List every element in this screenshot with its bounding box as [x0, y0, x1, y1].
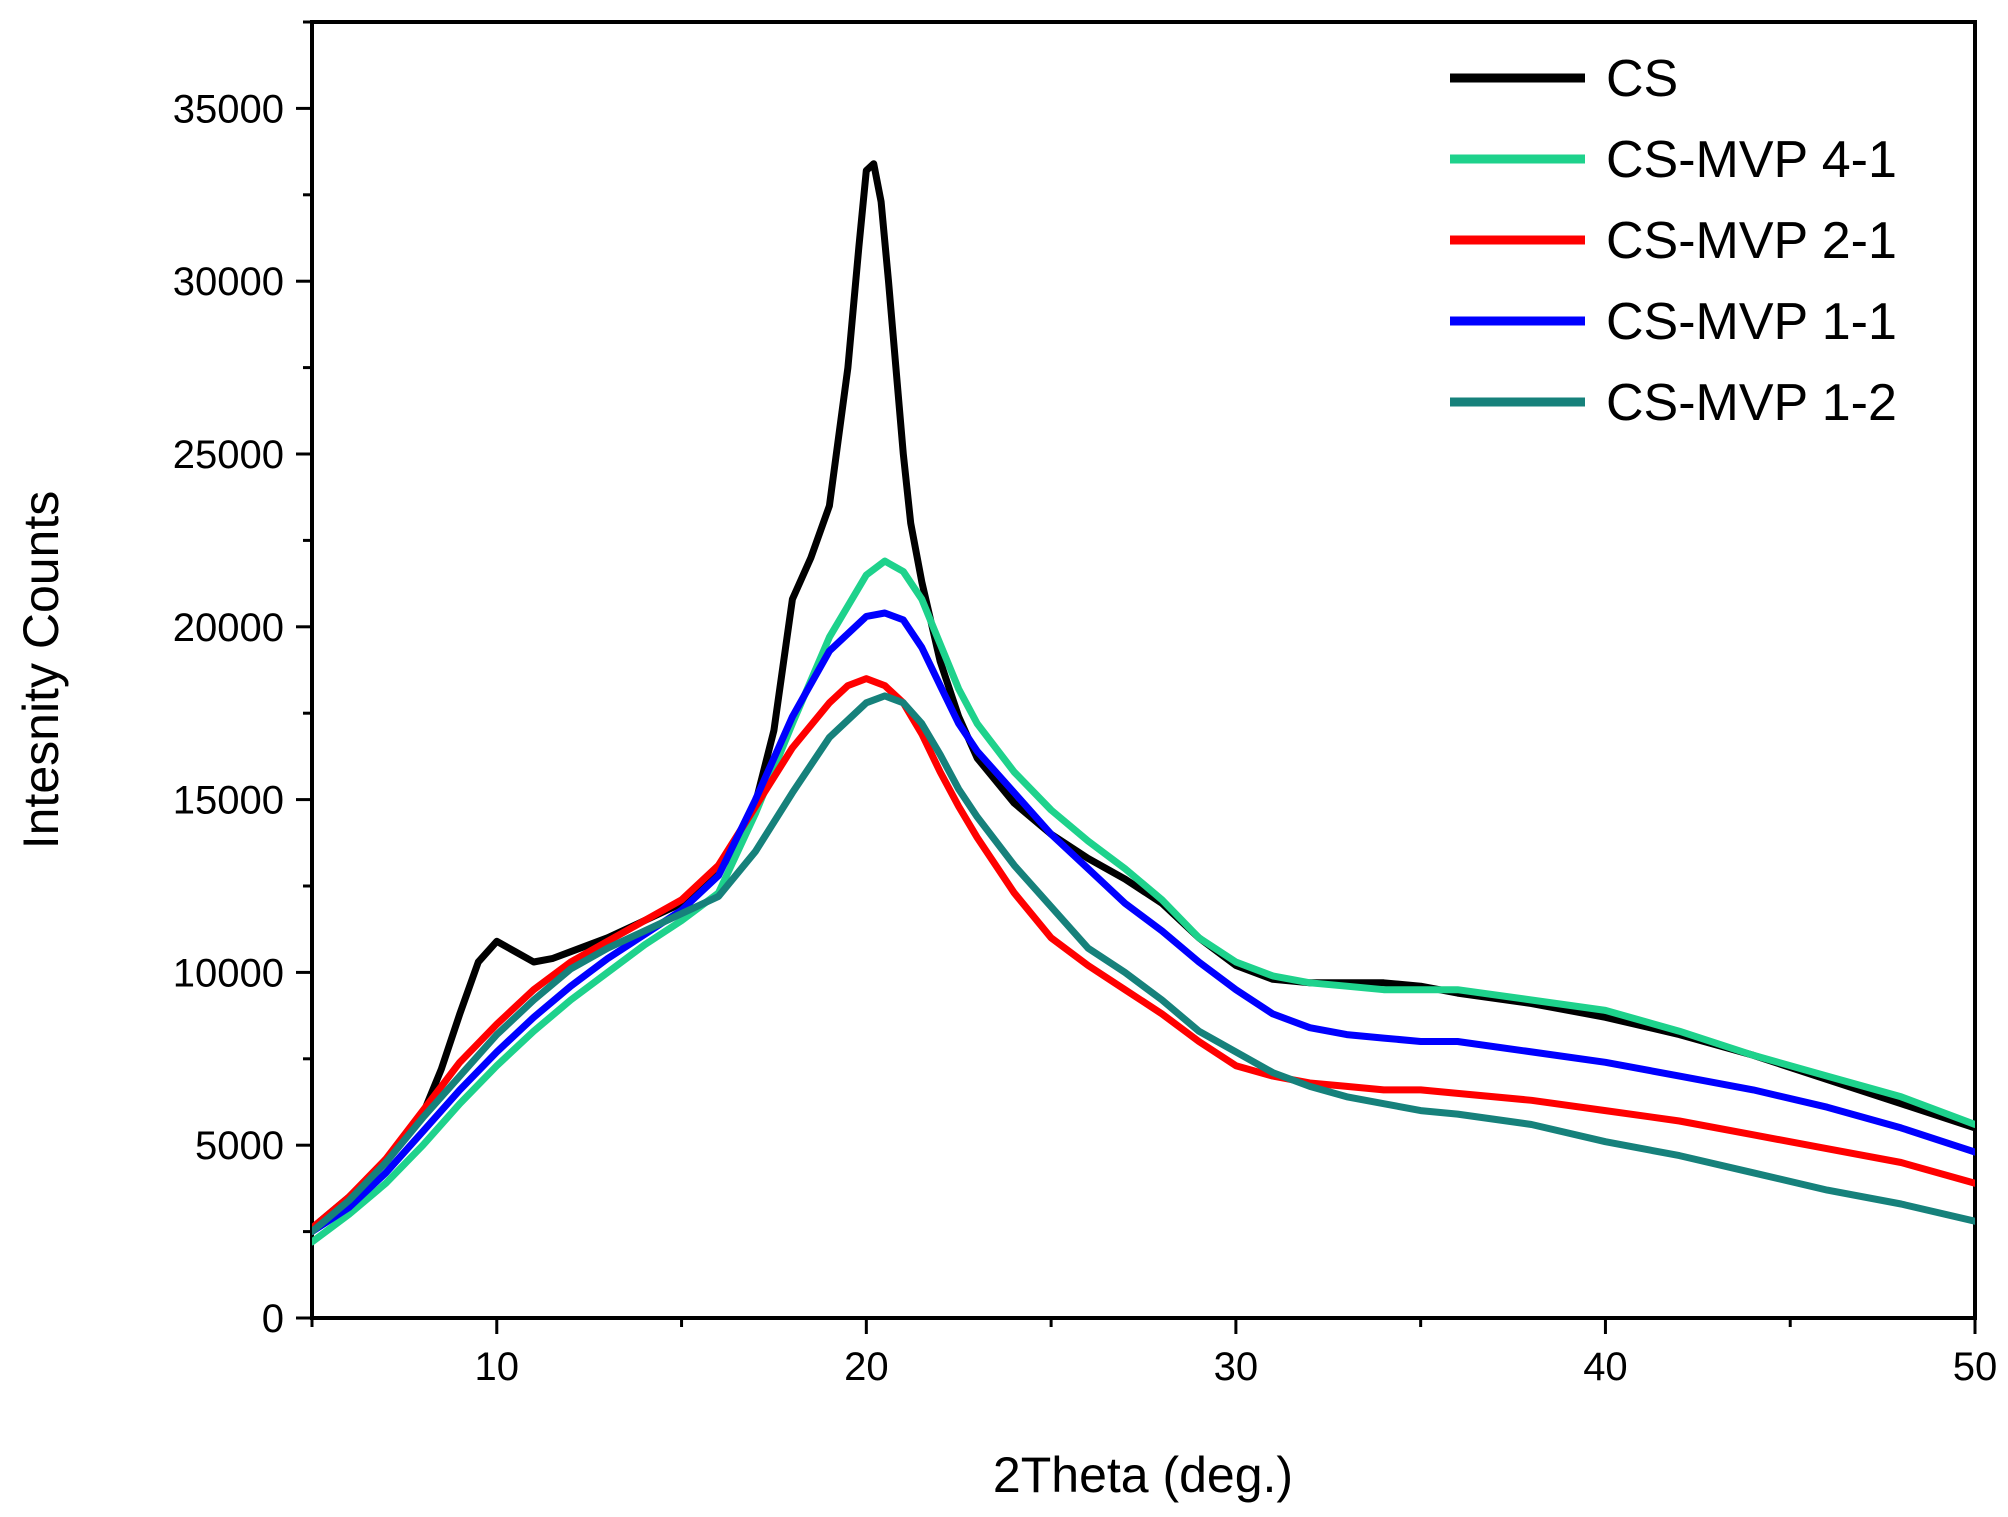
y-tick-label: 20000 — [173, 606, 284, 650]
plot-frame — [310, 20, 1977, 1320]
series-layer — [312, 160, 1975, 1246]
x-tick-label: 50 — [1953, 1345, 1998, 1389]
legend-label: CS-MVP 2-1 — [1606, 212, 1897, 270]
legend-label: CS-MVP 4-1 — [1606, 131, 1897, 189]
y-tick-label: 35000 — [173, 87, 284, 131]
y-tick-label: 15000 — [173, 779, 284, 823]
y-tick-label: 0 — [262, 1297, 284, 1341]
legend-item: CS-MVP 1-2 — [1450, 374, 1897, 432]
series-line-cs — [312, 160, 1975, 1232]
x-tick-label: 20 — [844, 1345, 889, 1389]
series-line-cs-mvp-1-1 — [312, 609, 1975, 1236]
legend-label: CS — [1606, 50, 1678, 108]
legend-label: CS-MVP 1-2 — [1606, 374, 1897, 432]
y-tick-label: 30000 — [173, 260, 284, 304]
legend-item: CS — [1450, 50, 1678, 108]
series-line-cs-mvp-4-1 — [312, 557, 1975, 1246]
legend-item: CS-MVP 1-1 — [1450, 293, 1897, 351]
x-tick-label: 30 — [1214, 1345, 1259, 1389]
y-tick-label: 10000 — [173, 951, 284, 995]
series-line-cs-mvp-1-2 — [312, 692, 1975, 1236]
legend-item: CS-MVP 2-1 — [1450, 212, 1897, 270]
axis-tick-labels: 10 20 30 40 50 0 5000 10000 15000 20000 25000 30000… — [173, 87, 1997, 1389]
y-axis-title: Intesnity Counts — [13, 491, 69, 850]
axis-ticks — [296, 20, 1977, 1334]
x-axis-title: 2Theta (deg.) — [993, 1447, 1293, 1503]
legend-item: CS-MVP 4-1 — [1450, 131, 1897, 189]
legend-label: CS-MVP 1-1 — [1606, 293, 1897, 351]
series-line-cs-mvp-2-1 — [312, 675, 1975, 1232]
y-tick-label: 5000 — [195, 1124, 284, 1168]
x-tick-label: 40 — [1583, 1345, 1628, 1389]
x-tick-label: 10 — [475, 1345, 520, 1389]
legend: CS CS-MVP 4-1 CS-MVP 2-1 CS-MVP 1-1 CS-MVP 1… — [1450, 50, 1897, 432]
y-tick-label: 25000 — [173, 433, 284, 477]
